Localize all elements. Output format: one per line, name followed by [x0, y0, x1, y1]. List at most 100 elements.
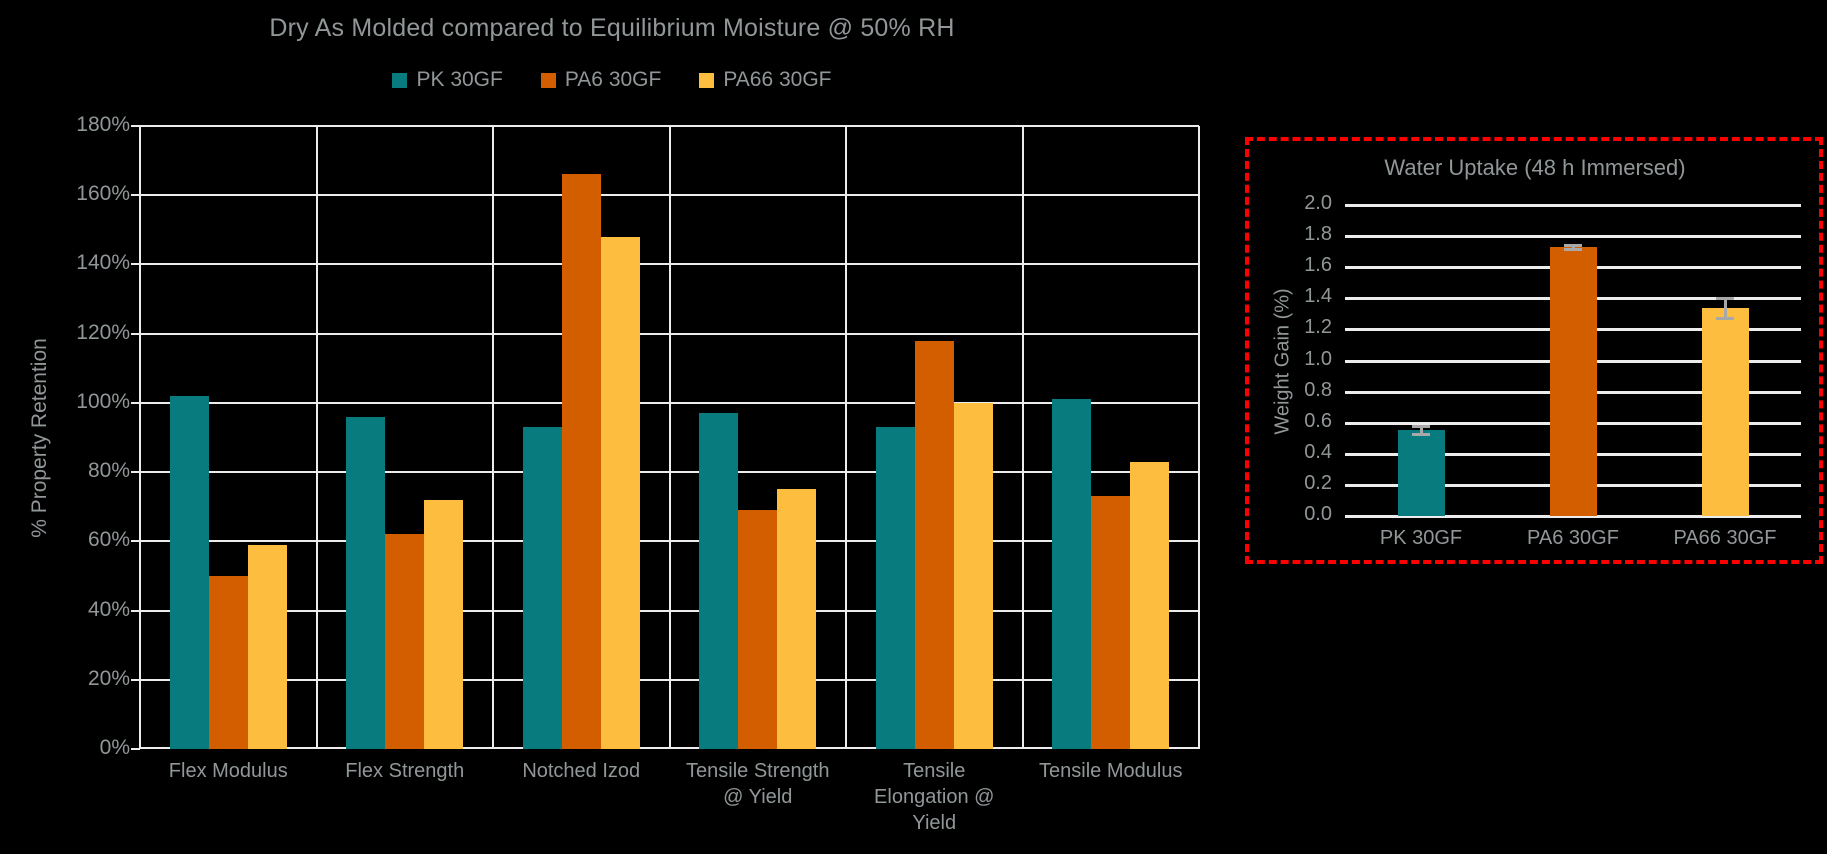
legend-item: PK 30GF [392, 68, 503, 92]
bar-pk-30gf-0 [170, 396, 209, 749]
main-x-axis-label: Flex Strength [317, 758, 494, 784]
main-x-axis-label-line: Flex Strength [345, 760, 465, 782]
main-vgridline [139, 126, 141, 749]
main-x-axis-label-line: Flex Modulus [168, 760, 288, 782]
main-y-tick-label: 60% [87, 528, 130, 552]
inset-bar-pk-30gf [1398, 430, 1445, 516]
inset-error-bar-cap [1412, 425, 1430, 428]
main-vgridline [1198, 126, 1200, 749]
main-y-tick-label: 20% [87, 666, 130, 690]
inset-plot-area [1345, 204, 1801, 518]
inset-y-tick-label: 1.8 [1304, 223, 1332, 246]
main-x-axis-label: Tensile Elongation @ Yield [846, 758, 1023, 836]
main-x-axis-label: Notched Izod [493, 758, 670, 784]
main-y-tick-mark [131, 263, 140, 266]
main-vgridline [668, 126, 671, 749]
main-x-axis-label-line: @ Yield [723, 786, 793, 808]
legend-label: PK 30GF [416, 68, 503, 91]
main-y-tick-label: 0% [99, 736, 130, 759]
bar-pa66-30gf-3 [777, 489, 816, 749]
inset-error-bar-line [1420, 425, 1423, 434]
main-vgridline [845, 126, 847, 749]
bar-pk-30gf-4 [876, 427, 915, 749]
legend-label: PA6 30GF [564, 68, 662, 91]
bar-pk-30gf-1 [346, 417, 385, 749]
main-x-axis-label-line: Elongation @ [874, 786, 995, 808]
inset-x-axis-label: PA66 30GF [1673, 527, 1777, 549]
main-y-tick-label: 140% [76, 251, 130, 275]
main-y-tick-label: 80% [87, 459, 130, 483]
main-y-tick-mark [131, 540, 140, 543]
main-y-tick-label: 100% [76, 389, 130, 413]
inset-error-bar-cap [1716, 317, 1734, 320]
legend-swatch-icon [699, 72, 715, 88]
bar-pa6-30gf-0 [209, 576, 248, 749]
inset-error-bar-cap [1564, 244, 1582, 247]
main-y-tick-label: 160% [76, 182, 130, 206]
inset-bar-pa66-30gf [1702, 308, 1749, 516]
main-x-axis-label-line: Tensile Strength [686, 760, 830, 782]
bar-pa6-30gf-4 [915, 341, 954, 749]
inset-y-tick-label: 1.2 [1304, 316, 1332, 339]
main-plot-area [139, 125, 1200, 749]
legend-label: PA66 30GF [723, 68, 832, 91]
inset-y-tick-label: 0.6 [1304, 409, 1332, 432]
main-x-axis-label: Tensile Modulus [1023, 758, 1200, 784]
main-x-axis-label-line: Tensile Modulus [1039, 760, 1183, 782]
bar-pa66-30gf-1 [424, 500, 463, 749]
bar-pa66-30gf-0 [248, 545, 287, 749]
main-y-tick-mark [131, 748, 140, 750]
main-x-axis-label: Tensile Strength @ Yield [670, 758, 847, 810]
legend-item: PA66 30GF [699, 68, 832, 92]
legend-swatch-icon [392, 72, 408, 88]
main-y-tick-mark [131, 401, 140, 404]
main-y-tick-mark [131, 125, 140, 127]
main-x-axis-label-line: Tensile [903, 760, 966, 782]
inset-error-bar-line [1572, 244, 1575, 250]
main-chart-legend: PK 30GF PA6 30GF PA66 30GF [0, 68, 1224, 92]
inset-y-tick-label: 0.4 [1304, 440, 1332, 463]
inset-y-tick-label: 1.4 [1304, 285, 1332, 308]
inset-error-bar-line [1724, 297, 1727, 319]
inset-y-tick-label: 0.8 [1304, 378, 1332, 401]
inset-x-axis-label: PA6 30GF [1527, 527, 1619, 549]
main-vgridline [1021, 126, 1024, 749]
inset-error-bar-cap [1716, 297, 1734, 300]
main-y-tick-label: 40% [87, 597, 130, 621]
bar-pa6-30gf-1 [385, 534, 424, 749]
main-vgridline [315, 126, 318, 749]
main-y-axis-title: % Property Retention [27, 338, 51, 538]
inset-y-tick-label: 2.0 [1304, 192, 1332, 214]
inset-x-axis-label: PK 30GF [1379, 527, 1463, 549]
bar-pa66-30gf-5 [1130, 462, 1169, 749]
bar-pa6-30gf-2 [562, 174, 601, 749]
main-y-tick-mark [131, 609, 140, 612]
inset-y-tick-label: 0.0 [1304, 503, 1332, 525]
main-y-tick-mark [131, 332, 140, 335]
bar-pk-30gf-2 [523, 427, 562, 749]
bar-pa66-30gf-2 [601, 237, 640, 749]
legend-item: PA6 30GF [540, 68, 662, 92]
inset-error-bar-cap [1412, 433, 1430, 436]
bar-pa6-30gf-5 [1091, 496, 1130, 749]
inset-y-tick-label: 0.2 [1304, 471, 1332, 494]
inset-error-bar-cap [1564, 248, 1582, 251]
main-x-axis-line [140, 747, 1199, 749]
main-y-tick-mark [131, 678, 140, 681]
main-vgridline [492, 126, 494, 749]
main-y-tick-label: 120% [76, 320, 130, 344]
main-y-tick-label: 180% [76, 113, 130, 136]
legend-swatch-icon [540, 72, 556, 88]
main-y-tick-mark [131, 471, 140, 474]
inset-y-tick-label: 1.6 [1304, 254, 1332, 277]
inset-y-tick-label: 1.0 [1304, 347, 1332, 370]
inset-hgridline [1345, 515, 1801, 518]
bar-pk-30gf-3 [699, 413, 738, 749]
main-x-axis-label-line: Notched Izod [522, 760, 641, 782]
inset-bar-pa6-30gf [1550, 247, 1597, 516]
bar-pa6-30gf-3 [738, 510, 777, 749]
inset-hgridline [1345, 235, 1801, 238]
inset-chart-title: Water Uptake (48 h Immersed) [1384, 155, 1686, 180]
bar-pk-30gf-5 [1052, 399, 1091, 749]
